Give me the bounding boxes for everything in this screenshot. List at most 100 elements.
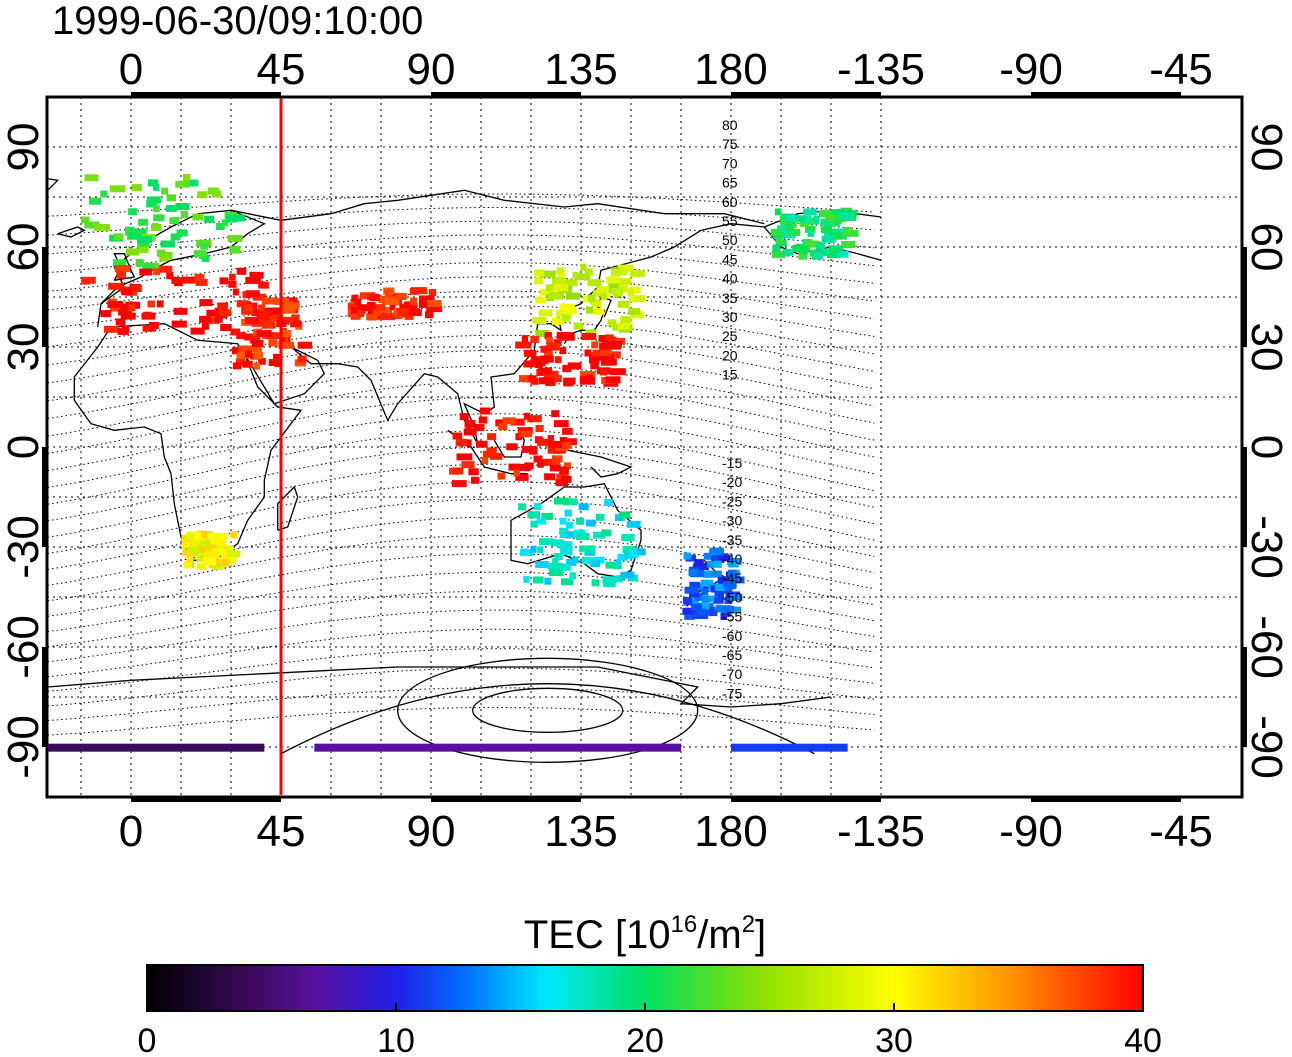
pole-contour xyxy=(472,687,624,733)
tec-sample xyxy=(813,252,824,260)
top-axis-bar xyxy=(431,92,581,97)
tec-sample xyxy=(559,467,569,474)
tec-sample xyxy=(410,297,418,305)
tec-sample xyxy=(380,308,389,316)
contour-label: 65 xyxy=(722,175,738,191)
tec-sample xyxy=(562,365,571,373)
tec-sample xyxy=(147,300,155,308)
tec-sample xyxy=(121,325,130,333)
tec-sample xyxy=(730,593,743,601)
tec-sample xyxy=(273,353,283,361)
tec-sample xyxy=(357,310,364,317)
magnetic-contour xyxy=(47,463,875,538)
tec-sample xyxy=(712,554,720,562)
lon-tick-label: 180 xyxy=(694,807,767,856)
tec-sample xyxy=(471,476,480,484)
tec-sample xyxy=(562,563,571,571)
tec-sample xyxy=(820,209,832,217)
tec-sample xyxy=(190,327,205,335)
tec-sample xyxy=(628,550,639,558)
right-axis-bar xyxy=(1242,247,1247,347)
colorbar-tick-label: 30 xyxy=(875,1022,913,1057)
tec-sample xyxy=(544,351,553,359)
tec-sample xyxy=(534,269,545,277)
tec-sample xyxy=(617,264,634,272)
tec-sample xyxy=(497,472,506,480)
tec-sample xyxy=(278,341,295,349)
tec-sample xyxy=(268,307,280,315)
tec-sample xyxy=(538,377,555,385)
tec-sample xyxy=(166,194,176,202)
lat-tick-label: 60 xyxy=(0,223,48,272)
tec-sample xyxy=(538,309,546,317)
tec-sample xyxy=(227,234,243,242)
tec-sample xyxy=(181,276,195,284)
tec-sample xyxy=(596,286,610,294)
tec-sample xyxy=(217,302,229,310)
tec-sample xyxy=(534,277,543,285)
tec-sample xyxy=(130,285,142,292)
tec-sample xyxy=(115,318,126,326)
tec-sample xyxy=(535,561,549,568)
contour-label: -25 xyxy=(722,493,742,509)
tec-sample xyxy=(547,435,555,443)
tec-sample xyxy=(286,302,300,310)
right-axis-bar xyxy=(1242,647,1247,747)
tec-sample xyxy=(395,292,407,300)
tec-sample xyxy=(701,588,709,596)
lon-tick-label: 135 xyxy=(544,807,617,856)
tec-sample xyxy=(580,371,596,379)
tec-sample xyxy=(591,579,600,587)
magnetic-contour xyxy=(47,207,875,236)
lat-tick-label: 90 xyxy=(0,123,48,172)
tec-sample xyxy=(418,301,428,308)
tec-sample xyxy=(404,312,414,320)
tec-sample xyxy=(532,317,547,325)
tec-sample xyxy=(229,246,241,253)
tec-sample xyxy=(622,546,636,553)
tec-sample xyxy=(559,303,576,311)
tec-sample xyxy=(724,597,733,604)
tec-sample xyxy=(554,277,565,285)
tec-sample xyxy=(253,352,263,360)
tec-sample xyxy=(586,306,594,314)
tec-sample xyxy=(523,412,531,420)
left-axis-bar xyxy=(42,647,47,747)
tec-sample xyxy=(230,531,237,539)
tec-sample xyxy=(596,513,605,521)
contour-label: 55 xyxy=(722,213,738,229)
tec-sample xyxy=(565,292,580,300)
lat-tick-label: -30 xyxy=(1242,515,1291,579)
tec-sample xyxy=(551,410,560,418)
tec-sample xyxy=(251,309,260,317)
tec-sample xyxy=(629,286,641,294)
top-longitude-axis: 0 45 90 135 180 -135 -90 -45 xyxy=(119,45,1213,94)
tec-sample xyxy=(554,497,569,505)
tec-sample xyxy=(211,563,223,570)
tec-sample xyxy=(581,557,597,565)
tec-sample xyxy=(592,531,605,539)
magnetic-contour xyxy=(47,319,875,384)
tec-sample xyxy=(227,557,236,564)
contour-label: 50 xyxy=(722,232,738,248)
tec-sample xyxy=(587,294,596,302)
tec-sample xyxy=(694,593,703,601)
tec-sample xyxy=(604,499,613,506)
contour-label: -20 xyxy=(722,474,742,490)
tec-sample xyxy=(841,241,856,248)
tec-sample xyxy=(611,287,623,295)
tec-sample xyxy=(285,316,294,324)
tec-sample xyxy=(546,337,553,345)
tec-sample xyxy=(808,217,819,225)
left-latitude-axis: 90 60 30 0 -30 -60 -90 xyxy=(0,123,48,779)
tec-sample xyxy=(606,340,622,348)
tec-sample xyxy=(138,218,148,226)
tec-sample xyxy=(452,480,467,488)
tec-sample xyxy=(366,313,379,321)
tec-sample xyxy=(630,270,645,278)
tec-sample xyxy=(0,493,1,500)
tec-sample xyxy=(585,519,596,527)
tec-sample xyxy=(590,362,599,370)
tec-sample xyxy=(798,252,808,260)
coastline xyxy=(277,485,299,531)
